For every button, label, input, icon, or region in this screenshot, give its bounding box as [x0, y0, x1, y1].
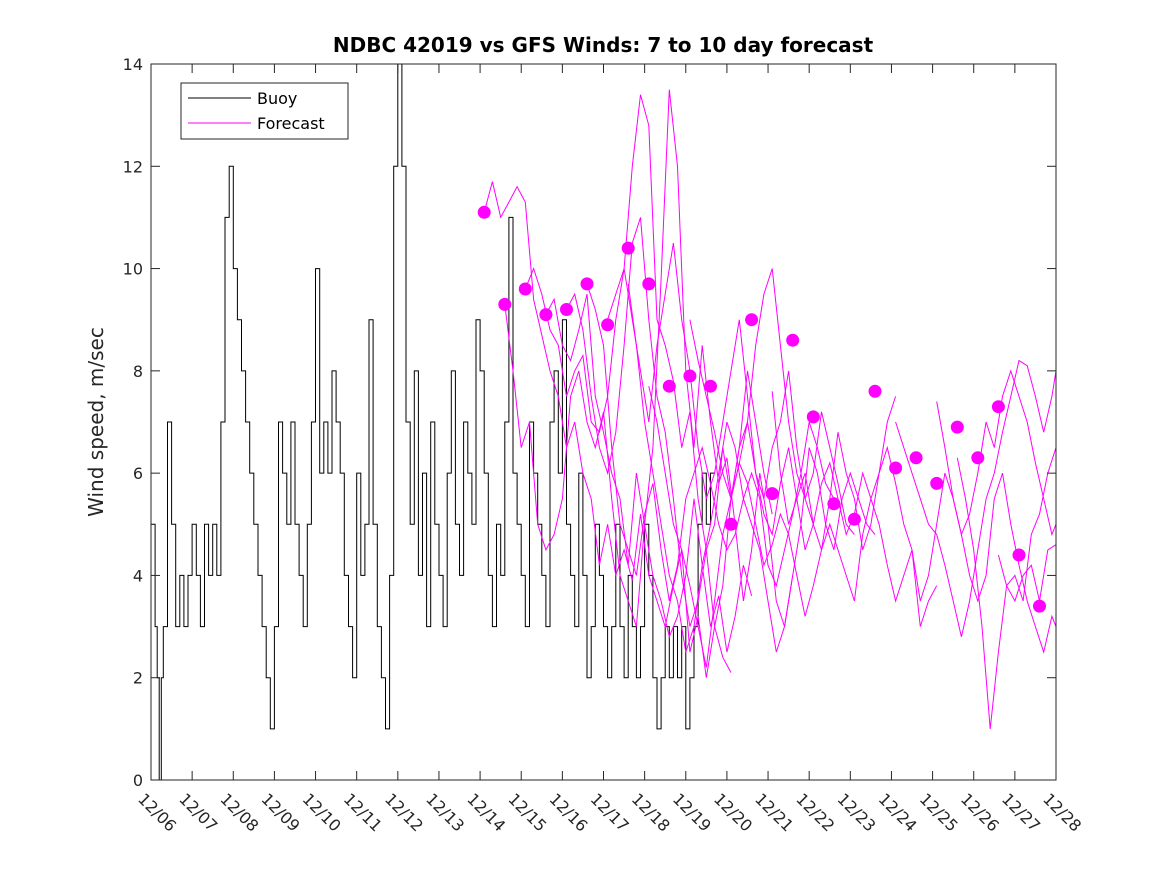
forecast-point-19	[847, 512, 861, 526]
forecast-line-5	[566, 217, 814, 627]
legend-box	[180, 82, 349, 140]
forecast-point-9	[642, 277, 656, 291]
forecast-line-8	[627, 283, 876, 653]
forecast-point-18	[827, 497, 841, 511]
y-axis-label: Wind speed, m/sec	[84, 327, 108, 517]
forecast-point-22	[909, 451, 923, 465]
forecast-point-26	[991, 400, 1005, 414]
forecast-point-24	[950, 420, 964, 434]
legend: Buoy Forecast	[180, 82, 349, 140]
forecast-point-10	[662, 379, 676, 393]
forecast-point-2	[498, 297, 512, 311]
forecast-point-15	[765, 487, 779, 501]
buoy-series	[151, 63, 715, 781]
forecast-point-11	[683, 369, 697, 383]
y-tick-label: 8	[133, 362, 143, 381]
forecast-line-2	[504, 304, 753, 653]
forecast-points-group	[477, 205, 1046, 613]
forecast-line-12	[895, 359, 1057, 637]
legend-forecast-label: Forecast	[257, 114, 325, 133]
forecast-point-8	[621, 241, 635, 255]
buoy-line	[151, 63, 715, 781]
forecast-point-25	[971, 451, 985, 465]
chart-title: NDBC 42019 vs GFS Winds: 7 to 10 day for…	[333, 33, 874, 57]
forecast-point-20	[868, 384, 882, 398]
forecast-point-12	[704, 379, 717, 393]
forecast-point-1	[477, 205, 491, 219]
forecast-point-14	[745, 313, 759, 327]
plot-background	[151, 64, 1056, 780]
y-tick-label: 6	[133, 464, 143, 483]
forecast-point-5	[560, 303, 573, 316]
forecast-line-4	[545, 89, 794, 627]
forecast-point-3	[518, 282, 532, 296]
forecast-point-17	[806, 410, 820, 424]
forecast-point-21	[889, 461, 903, 475]
y-tick-label: 2	[133, 669, 143, 688]
forecast-series-group	[483, 89, 1057, 729]
y-tick-label: 0	[133, 771, 143, 790]
forecast-line-11	[771, 369, 1057, 602]
plot-area	[150, 63, 1057, 781]
forecast-line-1	[483, 181, 732, 678]
y-tick-label: 4	[133, 566, 143, 585]
forecast-point-28	[1033, 599, 1046, 613]
forecast-point-6	[580, 277, 594, 291]
forecast-point-16	[786, 333, 800, 347]
forecast-point-4	[539, 308, 553, 322]
forecast-point-27	[1012, 548, 1026, 562]
forecast-line-15	[997, 544, 1057, 603]
forecast-line-6	[586, 283, 835, 602]
forecast-point-23	[930, 476, 944, 490]
forecast-line-9	[648, 386, 897, 668]
y-tick-label: 12	[123, 157, 143, 176]
y-axis: 0 2 4 6 8 10 12 14	[123, 55, 1056, 790]
forecast-point-7	[601, 318, 615, 332]
forecast-line-13	[936, 401, 1057, 654]
legend-buoy-label: Buoy	[257, 89, 297, 108]
forecast-point-13	[724, 517, 738, 531]
forecast-line-7	[607, 242, 855, 535]
y-tick-label: 10	[123, 260, 143, 279]
y-tick-label: 14	[123, 55, 143, 74]
